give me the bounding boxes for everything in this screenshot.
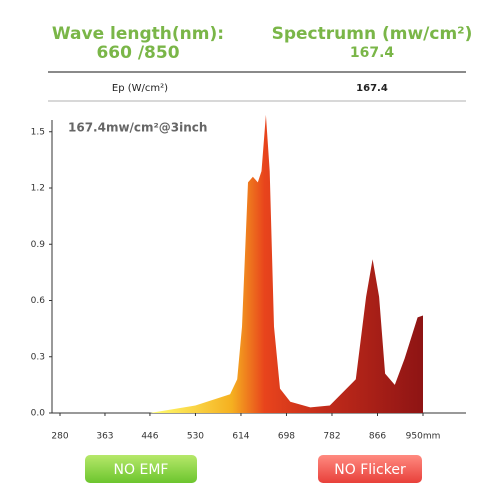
left-title: Wave length(nm): — [52, 24, 224, 44]
left-value: 660 /850 — [96, 43, 179, 63]
x-tick-label: 530 — [187, 432, 204, 442]
right-title: Spectrumn (mw/cm²) — [272, 24, 473, 44]
x-tick-label: 698 — [278, 432, 295, 442]
badge — [85, 455, 197, 483]
y-tick-label: 0.0 — [31, 409, 46, 419]
x-tick-label: 280 — [51, 432, 68, 442]
x-tick-label: 614 — [232, 432, 249, 442]
annotation: 167.4mw/cm²@3inch — [68, 121, 207, 135]
badge-label: NO EMF — [114, 462, 169, 478]
table-label: Ep (W/cm²) — [112, 83, 168, 94]
x-tick-label: 363 — [96, 432, 113, 442]
badge-label: NO Flicker — [334, 462, 406, 478]
y-tick-label: 0.9 — [31, 240, 46, 250]
x-tick-label: 950mm — [406, 432, 441, 442]
chart: 0.0 0.3 0.6 0.9 1.2 1.5 280 363 446 530 614 698 782 8… — [31, 114, 466, 442]
spectrum-area — [149, 114, 423, 414]
y-tick-label: 0.3 — [31, 352, 45, 362]
badge — [318, 455, 422, 483]
x-tick-label: 866 — [369, 432, 386, 442]
y-tick-label: 0.6 — [31, 296, 46, 306]
y-tick-label: 1.2 — [31, 184, 45, 194]
right-value: 167.4 — [350, 45, 395, 61]
x-tick-label: 782 — [323, 432, 340, 442]
y-tick-label: 1.5 — [31, 127, 45, 137]
table-value: 167.4 — [356, 83, 388, 94]
x-tick-label: 446 — [141, 432, 158, 442]
